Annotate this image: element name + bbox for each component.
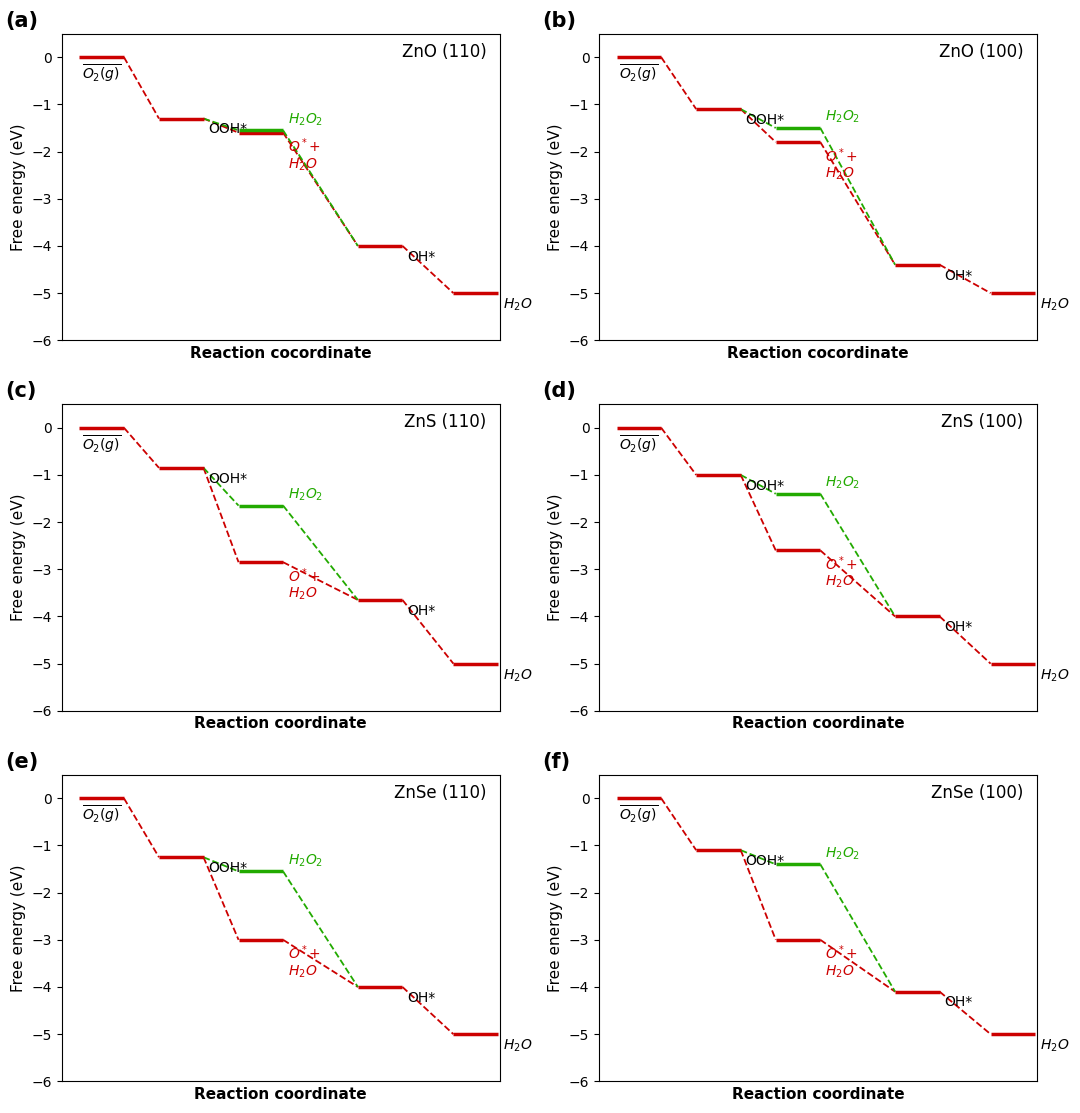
Text: $\overline{O_2(g)}$: $\overline{O_2(g)}$ bbox=[82, 804, 121, 826]
X-axis label: Reaction coordinate: Reaction coordinate bbox=[194, 1087, 367, 1102]
Text: OOH*: OOH* bbox=[208, 122, 247, 136]
Text: $\overline{O_2(g)}$: $\overline{O_2(g)}$ bbox=[619, 804, 659, 826]
Text: OOH*: OOH* bbox=[745, 854, 785, 868]
Y-axis label: Free energy (eV): Free energy (eV) bbox=[549, 124, 564, 250]
Text: ZnS (100): ZnS (100) bbox=[942, 413, 1024, 432]
Text: $H_2O$: $H_2O$ bbox=[1040, 668, 1069, 683]
Text: $H_2O$: $H_2O$ bbox=[1040, 297, 1069, 313]
X-axis label: Reaction coordinate: Reaction coordinate bbox=[194, 717, 367, 731]
Text: OH*: OH* bbox=[407, 249, 435, 264]
Text: $H_2O_2$: $H_2O_2$ bbox=[825, 845, 861, 861]
X-axis label: Reaction coordinate: Reaction coordinate bbox=[731, 1087, 904, 1102]
Text: $\overline{O_2(g)}$: $\overline{O_2(g)}$ bbox=[619, 62, 659, 86]
Text: (c): (c) bbox=[5, 381, 37, 401]
Text: $\overline{O_2(g)}$: $\overline{O_2(g)}$ bbox=[619, 433, 659, 455]
Text: $O^*$+
$H_2O$: $O^*$+ $H_2O$ bbox=[288, 567, 321, 602]
Text: OH*: OH* bbox=[944, 268, 973, 283]
Y-axis label: Free energy (eV): Free energy (eV) bbox=[11, 494, 26, 621]
Text: OH*: OH* bbox=[944, 995, 973, 1009]
X-axis label: Reaction cocordinate: Reaction cocordinate bbox=[727, 346, 908, 361]
Text: $H_2O_2$: $H_2O_2$ bbox=[288, 853, 323, 868]
Text: $\overline{O_2(g)}$: $\overline{O_2(g)}$ bbox=[82, 433, 121, 455]
Y-axis label: Free energy (eV): Free energy (eV) bbox=[549, 865, 564, 992]
Text: ZnSe (110): ZnSe (110) bbox=[394, 784, 486, 801]
Text: OOH*: OOH* bbox=[745, 112, 785, 127]
Text: OOH*: OOH* bbox=[208, 472, 247, 485]
Text: $H_2O_2$: $H_2O_2$ bbox=[825, 109, 861, 125]
Text: OH*: OH* bbox=[944, 620, 973, 634]
Text: $H_2O$: $H_2O$ bbox=[502, 1038, 532, 1054]
Text: $O^*$+
$H_2O$: $O^*$+ $H_2O$ bbox=[825, 554, 859, 590]
Text: $O^*$+
$H_2O$: $O^*$+ $H_2O$ bbox=[825, 146, 859, 183]
X-axis label: Reaction cocordinate: Reaction cocordinate bbox=[190, 346, 372, 361]
Text: ZnSe (100): ZnSe (100) bbox=[931, 784, 1024, 801]
Text: OOH*: OOH* bbox=[208, 861, 247, 875]
X-axis label: Reaction coordinate: Reaction coordinate bbox=[731, 717, 904, 731]
Y-axis label: Free energy (eV): Free energy (eV) bbox=[11, 124, 26, 250]
Text: $H_2O$: $H_2O$ bbox=[502, 297, 532, 313]
Text: $H_2O_2$: $H_2O_2$ bbox=[288, 486, 323, 503]
Text: $\overline{O_2(g)}$: $\overline{O_2(g)}$ bbox=[82, 62, 121, 86]
Text: OOH*: OOH* bbox=[745, 479, 785, 493]
Text: $O^*$+
$H_2O$: $O^*$+ $H_2O$ bbox=[288, 944, 321, 979]
Text: ZnO (110): ZnO (110) bbox=[402, 42, 486, 61]
Text: $H_2O$: $H_2O$ bbox=[1040, 1038, 1069, 1054]
Text: (a): (a) bbox=[5, 10, 38, 30]
Text: ZnO (100): ZnO (100) bbox=[939, 42, 1024, 61]
Text: $O^*$+
$H_2O$: $O^*$+ $H_2O$ bbox=[288, 137, 321, 173]
Text: $H_2O_2$: $H_2O_2$ bbox=[825, 474, 861, 491]
Text: $H_2O_2$: $H_2O_2$ bbox=[288, 111, 323, 128]
Text: (b): (b) bbox=[542, 10, 577, 30]
Text: OH*: OH* bbox=[407, 991, 435, 1005]
Text: OH*: OH* bbox=[407, 603, 435, 618]
Text: (e): (e) bbox=[5, 751, 38, 771]
Text: $H_2O$: $H_2O$ bbox=[502, 668, 532, 683]
Text: (d): (d) bbox=[542, 381, 576, 401]
Text: (f): (f) bbox=[542, 751, 570, 771]
Text: ZnS (110): ZnS (110) bbox=[404, 413, 486, 432]
Text: $O^*$+
$H_2O$: $O^*$+ $H_2O$ bbox=[825, 944, 859, 979]
Y-axis label: Free energy (eV): Free energy (eV) bbox=[11, 865, 26, 992]
Y-axis label: Free energy (eV): Free energy (eV) bbox=[549, 494, 564, 621]
